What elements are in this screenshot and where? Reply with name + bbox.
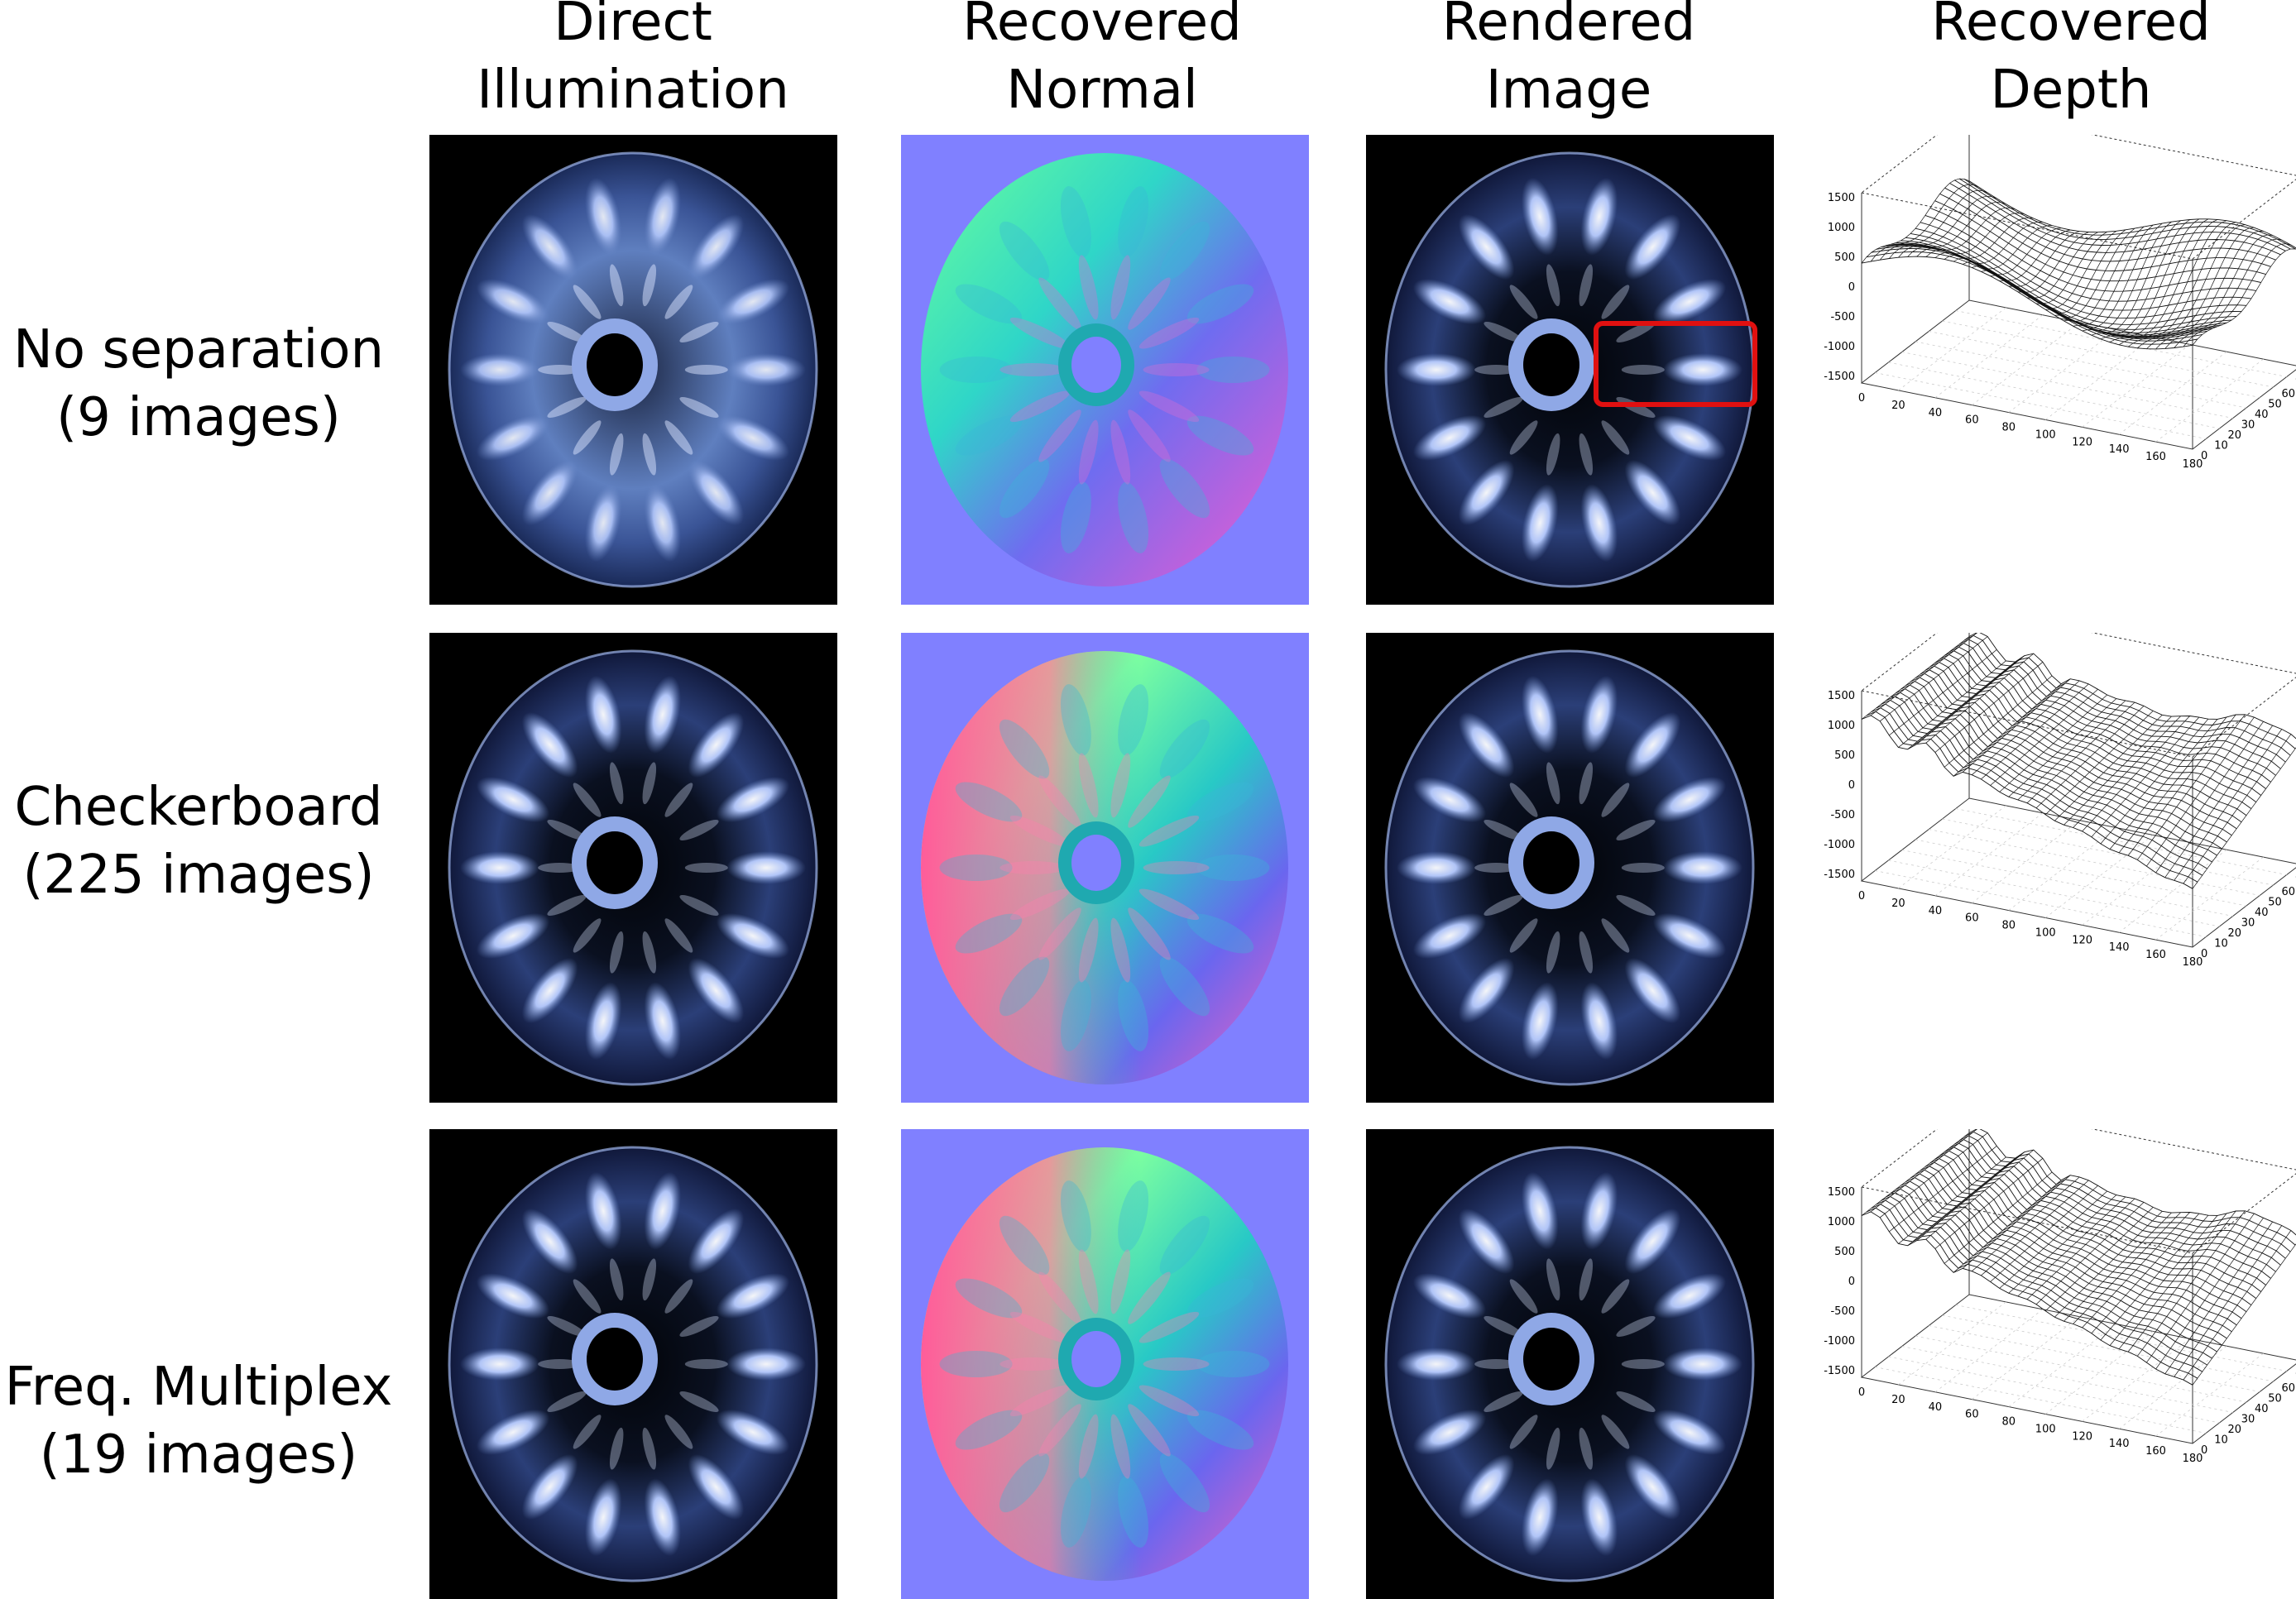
z-tick-label: 1500 [1828, 690, 1855, 702]
y-tick-label: 0 [2201, 450, 2207, 462]
x-tick-label: 0 [1858, 1386, 1865, 1399]
column-header-recovered-depth: Recovered Depth [1931, 0, 2211, 121]
y-tick-label: 50 [2268, 897, 2282, 909]
z-tick-label: -500 [1830, 1305, 1855, 1318]
z-tick-label: 1500 [1828, 1186, 1855, 1199]
z-tick-label: 0 [1848, 1276, 1855, 1288]
panel-no-separation-recovered-normal [901, 135, 1309, 605]
x-tick-label: 100 [2035, 926, 2056, 939]
x-tick-label: 40 [1929, 1401, 1943, 1414]
y-tick-label: 30 [2241, 1414, 2255, 1426]
z-tick-label: 1000 [1828, 1216, 1855, 1228]
x-tick-label: 120 [2072, 436, 2092, 448]
z-tick-label: -1500 [1824, 1365, 1855, 1377]
z-tick-label: 500 [1834, 1246, 1855, 1258]
y-tick-label: 30 [2241, 917, 2255, 930]
z-tick-label: -1000 [1824, 1335, 1855, 1348]
z-tick-label: 500 [1834, 749, 1855, 762]
x-tick-label: 60 [1965, 1409, 1979, 1421]
y-tick-label: 50 [2268, 399, 2282, 411]
x-tick-label: 120 [2072, 934, 2092, 946]
row-header-freq-multiplex: Freq. Multiplex (19 images) [4, 1357, 393, 1486]
x-tick-label: 80 [2002, 422, 2016, 434]
x-tick-label: 80 [2002, 1416, 2016, 1429]
y-tick-label: 30 [2241, 419, 2255, 432]
y-tick-label: 70 [2295, 876, 2296, 888]
z-tick-label: 0 [1848, 281, 1855, 294]
x-tick-label: 180 [2183, 956, 2203, 969]
panel-checkerboard-direct-illumination [429, 633, 837, 1103]
x-tick-label: 120 [2072, 1430, 2092, 1443]
x-tick-label: 40 [1929, 407, 1943, 419]
z-tick-label: -1500 [1824, 869, 1855, 881]
column-header-direct-illumination: Direct Illumination [477, 0, 789, 121]
x-tick-label: 140 [2109, 1438, 2130, 1450]
x-tick-label: 100 [2035, 428, 2056, 441]
x-tick-label: 100 [2035, 1423, 2056, 1435]
x-tick-label: 140 [2109, 941, 2130, 954]
z-tick-label: -500 [1830, 809, 1855, 821]
x-tick-label: 140 [2109, 443, 2130, 456]
y-tick-label: 60 [2282, 388, 2296, 400]
y-tick-label: 40 [2255, 1403, 2269, 1415]
panel-no-separation-direct-illumination [429, 135, 837, 605]
panel-freq-multiplex-direct-illumination [429, 1129, 837, 1599]
x-tick-label: 20 [1891, 1394, 1905, 1406]
panel-freq-multiplex-rendered-image [1366, 1129, 1774, 1599]
column-header-rendered-image: Rendered Image [1441, 0, 1696, 121]
x-tick-label: 180 [2183, 1453, 2203, 1465]
x-tick-label: 20 [1891, 400, 1905, 412]
column-header-recovered-normal: Recovered Normal [962, 0, 1242, 121]
y-tick-label: 20 [2228, 1424, 2242, 1436]
x-tick-label: 160 [2145, 949, 2166, 961]
y-tick-label: 20 [2228, 927, 2242, 940]
y-tick-label: 60 [2282, 886, 2296, 898]
x-tick-label: 80 [2002, 920, 2016, 932]
x-tick-label: 20 [1891, 898, 1905, 910]
row-header-no-separation: No separation (9 images) [12, 319, 385, 448]
z-tick-label: 1500 [1828, 192, 1855, 204]
panel-checkerboard-recovered-normal [901, 633, 1309, 1103]
z-tick-label: 1000 [1828, 222, 1855, 234]
depth-plot-checkerboard: 1500 1000 500 0 -500 -1000 -1500 0 20 40 60 80 100 12… [1787, 633, 2296, 1103]
z-tick-label: 1000 [1828, 720, 1855, 732]
z-tick-label: 500 [1834, 251, 1855, 264]
x-tick-label: 60 [1965, 414, 1979, 427]
panel-checkerboard-rendered-image [1366, 633, 1774, 1103]
y-tick-label: 10 [2214, 1434, 2228, 1447]
depth-plot-no-separation: 1500 1000 500 0 -500 -1000 -1500 0 20 40 60 80 100 12… [1787, 135, 2296, 605]
y-tick-label: 40 [2255, 907, 2269, 919]
x-tick-label: 160 [2145, 1445, 2166, 1458]
y-tick-label: 10 [2214, 938, 2228, 950]
y-tick-label: 70 [2295, 378, 2296, 390]
z-tick-label: -1000 [1824, 341, 1855, 353]
y-tick-label: 0 [2201, 948, 2207, 960]
y-tick-label: 10 [2214, 440, 2228, 452]
x-tick-label: 160 [2145, 451, 2166, 463]
panel-freq-multiplex-recovered-normal [901, 1129, 1309, 1599]
row-header-checkerboard: Checkerboard (225 images) [14, 777, 383, 906]
y-tick-label: 60 [2282, 1382, 2296, 1395]
x-tick-label: 0 [1858, 890, 1865, 902]
x-tick-label: 0 [1858, 392, 1865, 405]
y-tick-label: 0 [2201, 1444, 2207, 1457]
z-tick-label: -1500 [1824, 371, 1855, 383]
depth-plot-freq-multiplex: 1500 1000 500 0 -500 -1000 -1500 0 20 40 60 80 100 12… [1787, 1129, 2296, 1599]
z-tick-label: 0 [1848, 779, 1855, 792]
z-tick-label: -500 [1830, 311, 1855, 323]
y-tick-label: 20 [2228, 429, 2242, 442]
x-tick-label: 180 [2183, 458, 2203, 471]
x-tick-label: 40 [1929, 905, 1943, 917]
x-tick-label: 60 [1965, 912, 1979, 925]
z-tick-label: -1000 [1824, 839, 1855, 851]
panel-no-separation-rendered-image [1366, 135, 1774, 605]
y-tick-label: 40 [2255, 409, 2269, 421]
y-tick-label: 50 [2268, 1393, 2282, 1405]
y-tick-label: 70 [2295, 1372, 2296, 1385]
